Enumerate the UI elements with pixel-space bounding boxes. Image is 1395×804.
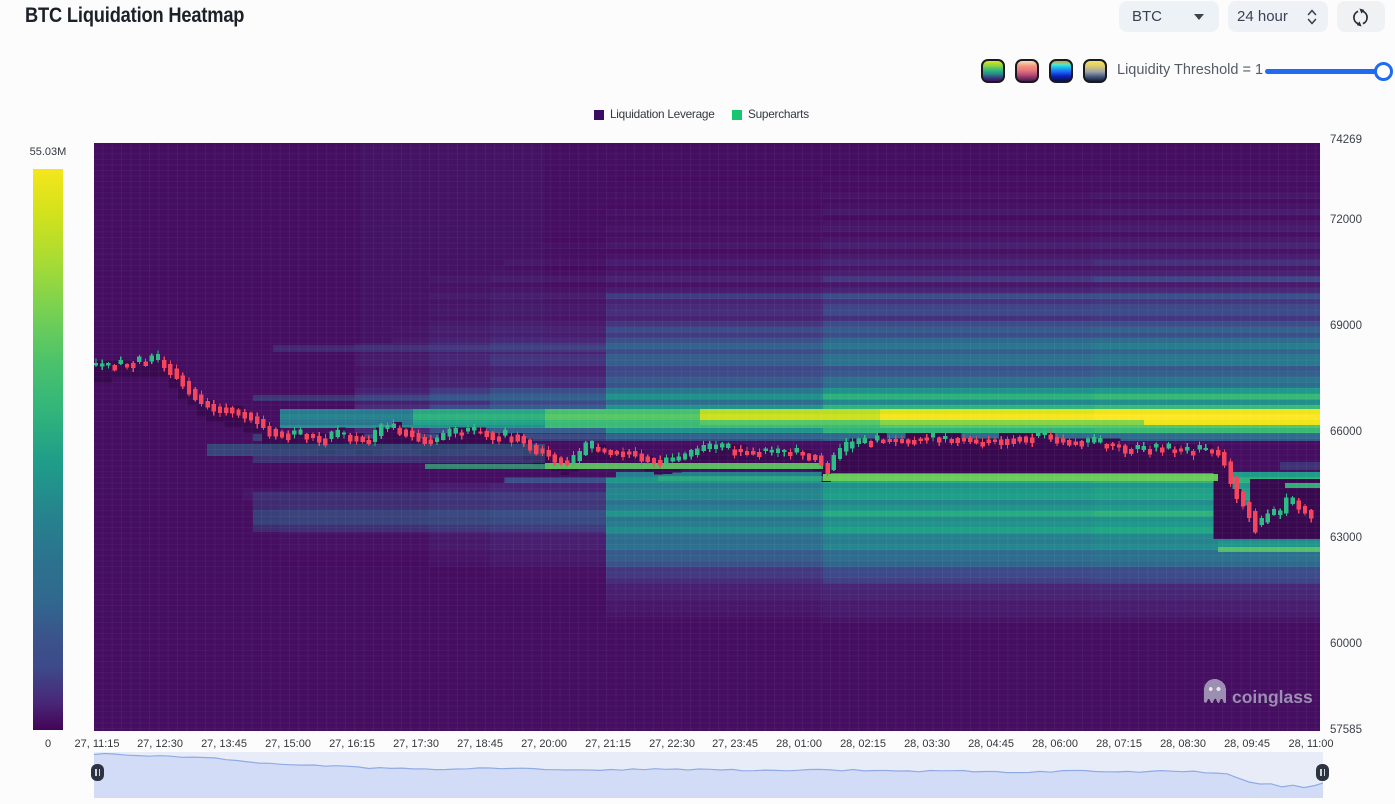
svg-text:coinglass: coinglass [1232, 687, 1313, 707]
